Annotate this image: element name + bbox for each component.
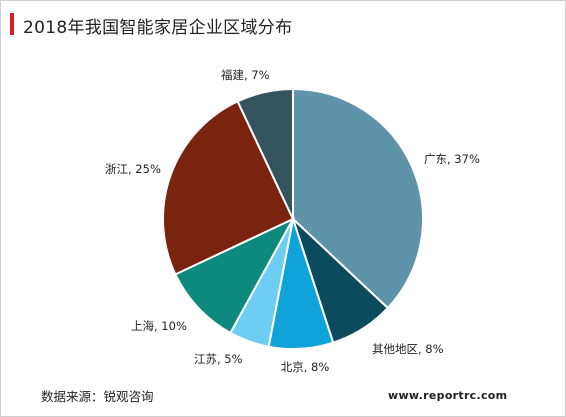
pie-slice-7 [236,87,294,220]
slice-label-4: 江苏, 5% [194,352,243,366]
chart-title: 2018年我国智能家居企业区域分布 [23,18,293,38]
slice-label-1: 广东, 37% [424,152,480,166]
slice-label-2: 其他地区, 8% [372,342,444,356]
data-source: 数据来源：锐观咨询 [41,389,154,404]
slice-label-3: 北京, 8% [281,360,330,374]
source-url: www.reportrc.com [388,389,508,402]
slice-label-7: 福建, 7% [221,68,270,82]
pie-slice-5 [174,216,296,335]
slice-label-6: 浙江, 25% [105,162,161,176]
pie-chart: 广东, 37% 其他地区, 8% 北京, 8% 江苏, 5% 上海, 10% 浙江, 25… [105,68,480,374]
pie-slice-1 [292,87,424,310]
title-accent-bar [10,13,14,35]
pie-labels: 广东, 37% 其他地区, 8% 北京, 8% 江苏, 5% 上海, 10% 浙江, 25… [105,68,480,374]
slice-label-5: 上海, 10% [131,319,187,333]
pie-slice-6 [162,100,295,276]
pie-slices [162,87,424,350]
